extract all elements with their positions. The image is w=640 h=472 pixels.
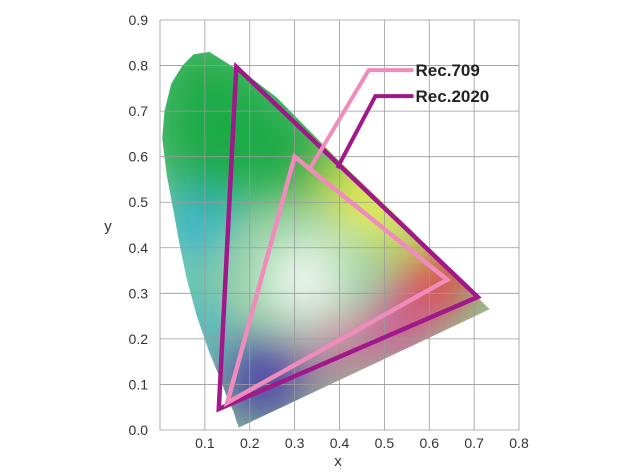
legend-label-rec-2020: Rec.2020 [416, 87, 490, 106]
x-tick-label: 0.8 [509, 435, 529, 451]
legend: Rec.709 Rec.2020 [308, 61, 490, 170]
x-tick-label: 0.3 [285, 435, 305, 451]
legend-label-rec-709: Rec.709 [416, 61, 480, 80]
y-tick-label: 0.9 [129, 12, 149, 28]
y-tick-label: 0.4 [129, 240, 149, 256]
x-tick-label: 0.7 [464, 435, 484, 451]
y-tick-label: 0.3 [129, 285, 149, 301]
y-axis-label: y [104, 218, 112, 235]
leader-line-rec-2020 [335, 94, 414, 170]
tick-labels: 0.1 0.2 0.3 0.4 0.5 0.6 0.7 0.8 0.0 0.1 0.2 0.3 0.4 0… [129, 12, 529, 451]
gamut-triangle-rec-709 [223, 152, 452, 408]
x-axis-label: x [334, 453, 342, 470]
x-tick-label: 0.2 [240, 435, 260, 451]
locus-blob-green [162, 51, 237, 111]
x-tick-label: 0.1 [195, 435, 215, 451]
y-tick-label: 0.8 [129, 58, 149, 74]
x-tick-label: 0.5 [375, 435, 395, 451]
grid [159, 19, 520, 431]
y-tick-label: 0.7 [129, 103, 149, 119]
gamut-triangle-rec-2020 [216, 61, 482, 413]
y-tick-label: 0.1 [129, 376, 149, 392]
x-tick-label: 0.4 [330, 435, 350, 451]
locus-blob-cyan [164, 198, 228, 261]
x-tick-label: 0.6 [420, 435, 440, 451]
gamut-triangles [216, 61, 482, 413]
leader-line-rec-709 [308, 68, 414, 170]
y-tick-label: 0.2 [129, 331, 149, 347]
locus-blob-cyan [168, 293, 223, 348]
locus-blob-white [263, 239, 344, 321]
y-tick-label: 0.0 [129, 422, 149, 438]
y-tick-label: 0.5 [129, 194, 149, 210]
y-tick-label: 0.6 [129, 149, 149, 165]
